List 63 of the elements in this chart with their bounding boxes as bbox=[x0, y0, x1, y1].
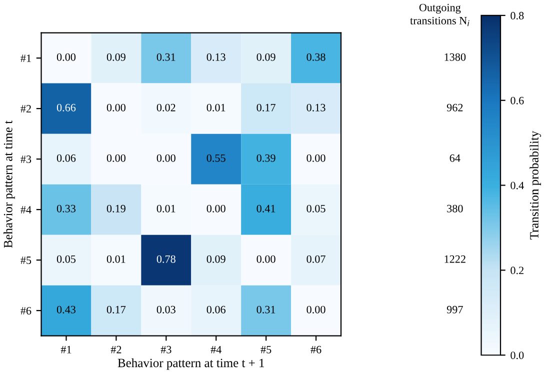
data-label: 0.00 bbox=[56, 53, 76, 61]
data-label: 0.00 bbox=[106, 104, 126, 112]
data-label: 0.31 bbox=[156, 53, 176, 61]
x-tick-label: #6 bbox=[310, 346, 322, 354]
data-label: 0.31 bbox=[256, 306, 276, 314]
data-label: 0.41 bbox=[256, 204, 276, 212]
data-label: 0.19 bbox=[106, 204, 126, 212]
x-tick-label: #5 bbox=[260, 346, 272, 354]
data-label: 0.13 bbox=[206, 53, 226, 61]
data-label: 0.00 bbox=[306, 306, 326, 314]
y-tick-label: #2 bbox=[20, 105, 31, 112]
data-label: 0.43 bbox=[56, 306, 76, 314]
data-label: 0.39 bbox=[256, 154, 276, 162]
x-tick-label: #2 bbox=[110, 346, 122, 354]
data-label: 0.09 bbox=[106, 53, 126, 61]
data-label: 0.01 bbox=[156, 204, 176, 212]
data-label: 0.09 bbox=[256, 53, 276, 61]
data-label: 0.01 bbox=[206, 104, 226, 112]
x-axis-title: Behavior pattern at time t + 1 bbox=[118, 358, 264, 370]
y-tick-label: #4 bbox=[20, 206, 32, 214]
data-label: 0.06 bbox=[206, 306, 226, 314]
data-label: 0.00 bbox=[156, 154, 176, 162]
data-label: 0.78 bbox=[156, 255, 176, 263]
y2-tick-label: 1222 bbox=[444, 255, 466, 263]
data-label: 0.55 bbox=[206, 154, 226, 162]
y2-tick-label: 997 bbox=[446, 306, 463, 314]
data-label: 0.00 bbox=[256, 255, 276, 263]
y-axis-title: Behavior pattern at time t bbox=[4, 120, 15, 248]
color-bar-label: 0.2 bbox=[510, 266, 524, 274]
data-label: 0.66 bbox=[56, 104, 76, 112]
data-label: 0.00 bbox=[306, 154, 326, 162]
data-label: 0.03 bbox=[156, 306, 176, 314]
color-bar-label: 0.0 bbox=[510, 352, 524, 360]
data-label: 0.05 bbox=[306, 204, 326, 212]
x-tick-label: #4 bbox=[210, 346, 222, 354]
data-label: 0.06 bbox=[56, 154, 76, 162]
data-label: 0.33 bbox=[56, 204, 76, 212]
x-tick-label: #1 bbox=[60, 346, 72, 354]
color-bar-label: 0.6 bbox=[510, 96, 524, 104]
y2-tick-label: 64 bbox=[450, 154, 460, 162]
data-label: 0.09 bbox=[206, 255, 226, 263]
data-label: 0.07 bbox=[306, 255, 326, 263]
data-label: 0.00 bbox=[106, 154, 126, 162]
text: Outgoing transitions N$_{i}$ bbox=[410, 4, 470, 26]
data-label: 0.01 bbox=[106, 255, 126, 263]
color-bar-title: Transition probability bbox=[530, 130, 542, 240]
x-tick-label: #3 bbox=[160, 346, 172, 354]
color-bar-label: 0.4 bbox=[510, 182, 524, 190]
y2-tick-label: 962 bbox=[446, 104, 463, 112]
data-label: 0.00 bbox=[206, 204, 226, 212]
color-bar-label: 0.8 bbox=[510, 12, 524, 20]
data-label: 0.38 bbox=[306, 53, 326, 61]
y2-tick-label: 1380 bbox=[444, 53, 466, 61]
data-label: 0.02 bbox=[156, 104, 176, 112]
y2-tick-label: 380 bbox=[447, 204, 463, 212]
data-label: 0.13 bbox=[306, 104, 326, 112]
y-tick-label: #5 bbox=[20, 256, 32, 264]
data-label: 0.17 bbox=[256, 104, 276, 112]
y-tick-label: #6 bbox=[20, 307, 32, 315]
y-tick-label: #1 bbox=[20, 54, 31, 62]
data-label: 0.05 bbox=[56, 255, 76, 263]
y-tick-label: #3 bbox=[20, 156, 32, 164]
data-label: 0.17 bbox=[106, 306, 126, 314]
